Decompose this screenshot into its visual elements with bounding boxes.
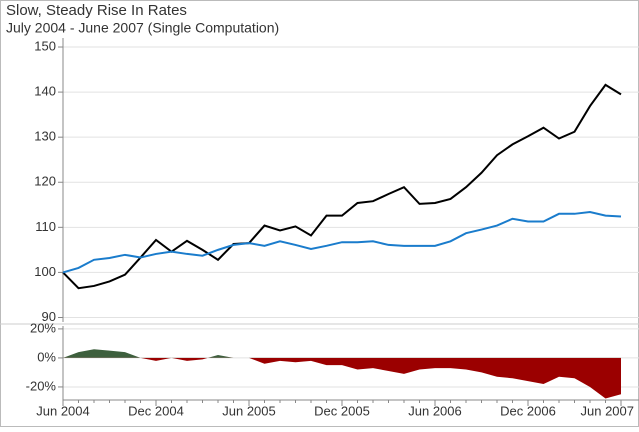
area-positive <box>63 349 234 358</box>
y-tick-label: 140 <box>34 84 56 99</box>
chart-title: Slow, Steady Rise In Rates <box>6 2 187 19</box>
x-tick-label: Dec 2006 <box>500 403 556 418</box>
y-tick-label: 0% <box>37 349 56 364</box>
y-tick-label: 110 <box>35 219 56 234</box>
y-tick-label: 100 <box>34 264 56 279</box>
line-series <box>62 83 622 290</box>
y-tick-label: 120 <box>34 174 56 189</box>
y-tick-label: 150 <box>34 38 56 53</box>
x-tick-label: Dec 2005 <box>314 403 370 418</box>
y-tick-label: -20% <box>26 378 57 393</box>
chart-subtitle: July 2004 - June 2007 (Single Computatio… <box>6 20 279 36</box>
line-series <box>62 210 622 274</box>
y-tick-label: 20% <box>30 320 56 335</box>
area-negative <box>63 357 621 399</box>
x-tick-label: Dec 2004 <box>128 403 184 418</box>
y-tick-label: 130 <box>34 129 56 144</box>
y-tick-label: 90 <box>42 309 56 324</box>
x-tick-label: Jun 2005 <box>222 403 276 418</box>
x-tick-label: Jun 2007 <box>581 403 635 418</box>
x-tick-label: Jun 2004 <box>36 403 90 418</box>
x-tick-label: Jun 2006 <box>408 403 462 418</box>
